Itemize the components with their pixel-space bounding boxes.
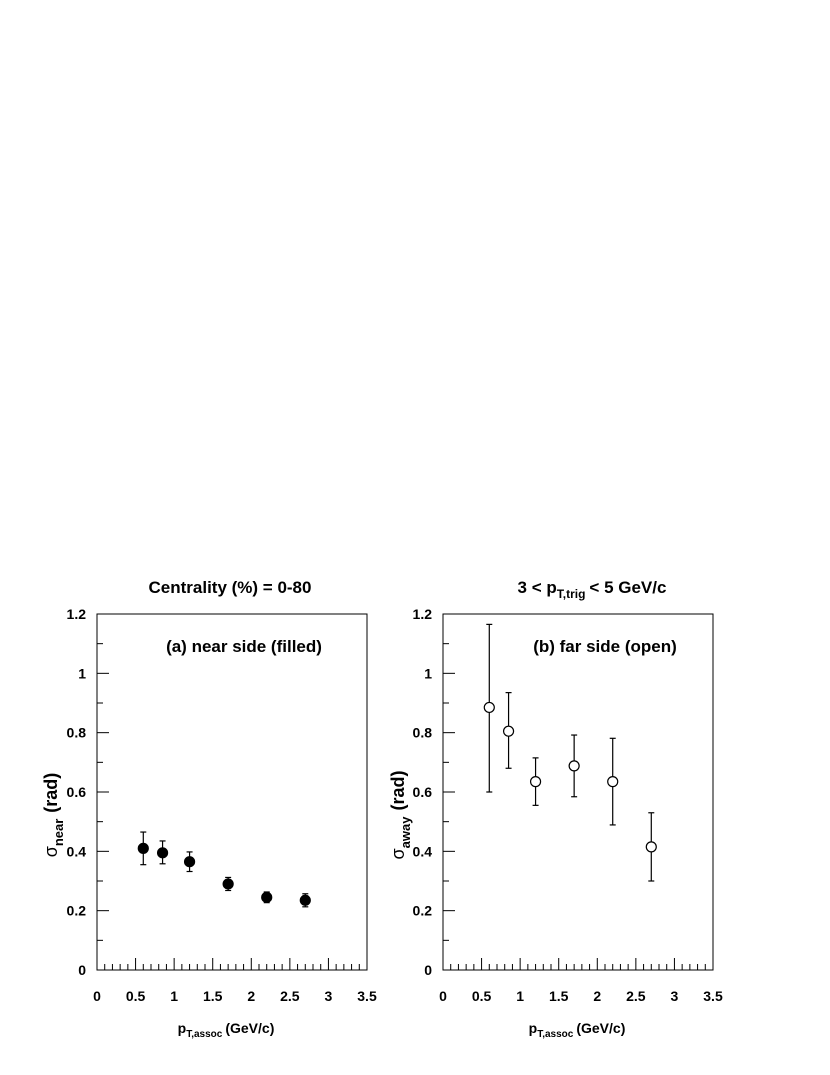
panel-b-data-point: [483, 701, 495, 714]
panel-a-x-tick-label: 1: [170, 988, 178, 1004]
panel-b-frame: [442, 613, 714, 971]
panel-a-plot-area: 0 0.5 1 1.5 2 2.5 3 3.5 0 0.2 0.4 0.6 0.8 1 1.2: [67, 606, 377, 1004]
panel-b-y-tick-label: 1.2: [413, 606, 433, 622]
panel-b-y-axis-label: σaway (rad): [388, 771, 413, 860]
panel-a-y-tick-label: 1: [78, 665, 86, 681]
panel-b-x-tick-label: 2: [593, 988, 601, 1004]
panel-a-x-tick-label: 2: [247, 988, 255, 1004]
panel-b-series-label: (b) far side (open): [533, 637, 677, 656]
panel-a-y-tick-label: 0: [78, 962, 86, 978]
panel-b-title: 3 < pT,trig < 5 GeV/c: [518, 578, 667, 601]
panel-b-ylabel-sub: away: [398, 816, 413, 849]
panel-a-xlabel-main: p: [178, 1020, 187, 1036]
panel-b-title-post: < 5 GeV/c: [589, 578, 666, 597]
panel-a-ylabel-sub: near: [51, 819, 66, 846]
panel-a-x-tick-label: 2.5: [280, 988, 300, 1004]
panel-a-data-point: [137, 842, 149, 854]
panel-a-x-tick-label: 0: [93, 988, 101, 1004]
panel-b-data-point: [607, 776, 619, 788]
panel-b-y-tick-label: 1: [424, 665, 432, 681]
panel-a-x-tick-label: 3.5: [357, 988, 377, 1004]
panel-a-ylabel-unit: (rad): [41, 773, 61, 813]
panel-b-x-tick-label: 1.5: [549, 988, 569, 1004]
panel-a-x-tick-label: 1.5: [203, 988, 223, 1004]
panel-b-data-point: [529, 776, 542, 788]
panel-a-series-label: (a) near side (filled): [166, 637, 322, 656]
panel-b-x-axis-label: pT,assoc (GeV/c): [529, 1020, 626, 1040]
panel-a-data-point: [156, 847, 169, 859]
panel-a-data-point: [183, 856, 196, 868]
svg-text:σaway(rad): σaway (rad): [388, 771, 413, 860]
panel-b-plot-area: 0 0.5 1 1.5 2 2.5 3 3.5 0 0.2 0.4 0.6 0.8 1 1.2: [413, 606, 723, 1004]
panel-a-y-tick-label: 0.6: [67, 784, 87, 800]
panel-a-data-point: [222, 878, 234, 890]
panel-a-y-tick-label: 0.4: [67, 843, 87, 859]
panel-a-y-tick-label: 0.8: [67, 725, 87, 741]
panel-b-y-tick-label: 0: [424, 962, 432, 978]
panel-a-y-axis-label: σnear (rad): [41, 773, 66, 858]
panel-b-ylabel-unit: (rad): [388, 771, 408, 811]
panel-b-xlabel-sub: T,assoc: [537, 1029, 574, 1040]
panel-b-x-tick-label: 2.5: [626, 988, 646, 1004]
panel-b: 3 < pT,trig < 5 GeV/c (b) far side (open)…: [388, 578, 723, 1040]
panel-b-data-point: [645, 841, 657, 853]
panel-a-frame: [96, 613, 368, 971]
panel-a-y-tick-label: 0.2: [67, 903, 87, 919]
panel-a-ylabel-main: σ: [41, 846, 61, 857]
panel-b-title-sub: T,trig: [557, 587, 586, 601]
panel-b-data-point: [502, 725, 515, 737]
panel-a-title: Centrality (%) = 0-80: [149, 578, 312, 597]
panel-a-xlabel-unit: (GeV/c): [225, 1020, 274, 1036]
panel-b-y-tick-label: 0.2: [413, 903, 433, 919]
panel-b-ylabel-main: σ: [388, 848, 408, 859]
panel-b-x-tick-label: 0.5: [472, 988, 492, 1004]
panel-a-y-tick-label: 1.2: [67, 606, 87, 622]
panel-b-y-tick-label: 0.6: [413, 784, 433, 800]
panel-b-x-tick-label: 3: [671, 988, 679, 1004]
panel-b-xlabel-main: p: [529, 1020, 538, 1036]
panel-b-xlabel-unit: (GeV/c): [576, 1020, 625, 1036]
panel-a-x-tick-label: 0.5: [126, 988, 146, 1004]
panel-b-data-point: [568, 760, 580, 772]
panel-a-xlabel-sub: T,assoc: [186, 1029, 223, 1040]
svg-text:σnear(rad): σnear (rad): [41, 773, 66, 858]
panel-a-data-point: [299, 894, 311, 906]
panel-b-y-tick-label: 0.8: [413, 725, 433, 741]
panel-b-title-pre: 3 < p: [518, 578, 557, 597]
panel-b-y-tick-label: 0.4: [413, 843, 433, 859]
panel-a: Centrality (%) = 0-80 (a) near side (fil…: [41, 578, 377, 1040]
panel-a-x-tick-label: 3: [325, 988, 333, 1004]
panel-b-x-tick-label: 3.5: [703, 988, 723, 1004]
panel-b-x-tick-label: 1: [516, 988, 524, 1004]
panel-a-x-axis-label: pT,assoc (GeV/c): [178, 1020, 275, 1040]
panel-b-x-tick-label: 0: [439, 988, 447, 1004]
panel-a-data-point: [261, 891, 273, 903]
